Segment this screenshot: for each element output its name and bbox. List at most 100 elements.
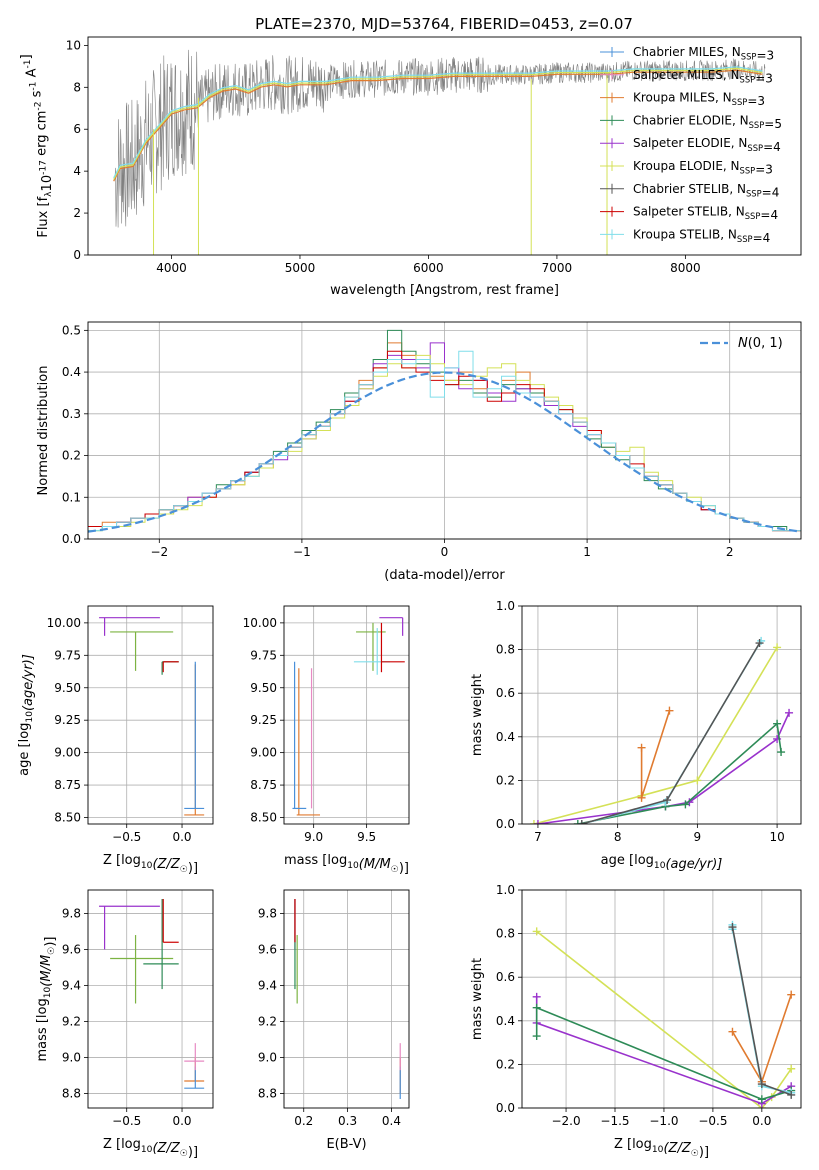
weight-marker [787, 1064, 796, 1073]
x-tick-label: 5000 [285, 261, 316, 275]
y-tick-label: 9.25 [250, 713, 277, 727]
label-part: 10 [652, 1145, 664, 1155]
label-part: )] [188, 1145, 198, 1160]
label-part: 10 [347, 861, 359, 871]
legend-entry: Chabrier ELODIE, NSSP=5 [633, 113, 782, 131]
x-axis-label: mass [log10(M/M☉)] [284, 853, 409, 876]
weight-marker [728, 1027, 737, 1036]
weight-marker [777, 748, 786, 757]
x-axis-label: (data-model)/error [384, 568, 505, 583]
x-tick-label: 0.0 [172, 830, 191, 844]
label-part: A [24, 68, 39, 81]
label-part: Z [log [103, 1137, 141, 1152]
label-part: 10 [40, 175, 55, 192]
legend-entry: Salpeter ELODIE, NSSP=4 [633, 136, 781, 154]
label-part: =4 [753, 231, 771, 245]
legend-entry: N(0, 1) [738, 336, 783, 351]
y-tick-label: 0.4 [62, 365, 81, 379]
x-tick-label: −0.5 [112, 1114, 141, 1128]
label-part: SSP [741, 52, 757, 62]
x-tick-label: 8 [614, 830, 622, 844]
label-part: ☉ [180, 1149, 188, 1159]
label-part: s [30, 90, 45, 101]
panel-spectrum: 4000 5000 6000 7000 8000 0 2 4 6 8 10 wavelength [A… [19, 36, 802, 298]
legend-entry: Chabrier MILES, NSSP=3 [633, 45, 774, 63]
model-spectrum [113, 69, 763, 182]
weight-marker [773, 719, 782, 728]
x-axis-label: Z [log10(Z/Z☉)] [103, 1137, 198, 1160]
y-axis-label: mass weight [470, 958, 485, 1040]
label-part: Salpeter ELODIE, N [633, 136, 747, 150]
weight-marker [532, 1032, 541, 1041]
label-part: (age/yr)] [21, 654, 36, 711]
y-tick-label: 9.6 [258, 942, 277, 956]
label-part: (M/M [359, 857, 391, 872]
label-part: SSP [740, 74, 756, 84]
y-tick-label: 4 [73, 164, 81, 178]
y-tick-label: 0.3 [62, 407, 81, 421]
axes-frame [283, 889, 410, 1109]
axes-frame [87, 321, 802, 540]
y-axis-label: mass weight [470, 674, 485, 756]
weight-marker [533, 820, 542, 824]
x-tick-label: 0.3 [338, 1114, 357, 1128]
label-part: SSP [737, 234, 753, 244]
x-tick-label: 9.0 [304, 830, 323, 844]
x-tick-label: 4000 [156, 261, 187, 275]
y-tick-label: 9.00 [250, 746, 277, 760]
y-tick-label: 9.2 [258, 1015, 277, 1029]
error-bars [99, 617, 205, 816]
y-tick-label: 0.8 [496, 927, 515, 941]
legend-entry: Salpeter MILES, NSSP=3 [633, 68, 773, 86]
weight-marker [773, 643, 782, 652]
label-part: ☉ [691, 1149, 699, 1159]
label-part: )] [43, 937, 58, 947]
axes-frame [87, 889, 214, 1109]
weight-lines [532, 920, 796, 1108]
y-axis-label: age [log10(age/yr)] [17, 654, 36, 776]
error-bars [99, 899, 205, 1089]
weight-marker [681, 800, 690, 809]
label-part: )] [399, 861, 409, 876]
label-part: )] [699, 1145, 709, 1160]
label-part: =3 [755, 163, 773, 177]
weight-marker [663, 796, 672, 805]
label-part: =4 [762, 185, 780, 199]
weight-marker [573, 820, 582, 824]
weight-marker [665, 706, 674, 715]
axes-frame [521, 605, 802, 825]
y-tick-label: 2 [73, 206, 81, 220]
axes-frame [521, 889, 802, 1109]
axes-frame [87, 605, 214, 825]
legend-entry: Kroupa MILES, NSSP=3 [633, 91, 765, 109]
legend-entry: Kroupa ELODIE, NSSP=3 [633, 159, 773, 177]
label-part: SSP [747, 143, 763, 153]
label-part: erg cm [35, 111, 50, 160]
label-part: SSP [746, 188, 762, 198]
x-tick-label: −1.5 [600, 1114, 629, 1128]
axes-frame [283, 605, 410, 825]
label-part: Salpeter MILES, N [633, 68, 740, 82]
y-tick-label: 9.75 [250, 648, 277, 662]
y-tick-label: 9.4 [62, 978, 81, 992]
weight-series [533, 646, 778, 824]
x-tick-label: −1.0 [649, 1114, 678, 1128]
x-tick-label: −0.5 [698, 1114, 727, 1128]
y-tick-label: 0.4 [496, 1014, 515, 1028]
label-part: SSP [745, 211, 761, 221]
weight-marker [529, 820, 538, 824]
error-bars [294, 899, 401, 1099]
label-part: (M/M [39, 955, 54, 987]
label-part: mass [log [35, 998, 50, 1061]
label-part: =3 [756, 49, 774, 63]
y-tick-label: 9.2 [62, 1015, 81, 1029]
y-tick-label: 10.00 [243, 616, 277, 630]
x-tick-label: 9.5 [357, 830, 376, 844]
y-tick-label: 9.50 [54, 681, 81, 695]
y-tick-label: 0.6 [496, 686, 515, 700]
y-tick-label: 0.8 [496, 643, 515, 657]
x-tick-label: 0.2 [294, 1114, 313, 1128]
y-tick-label: 9.4 [258, 978, 277, 992]
x-tick-label: 8000 [670, 261, 701, 275]
x-tick-label: −1 [293, 545, 311, 559]
